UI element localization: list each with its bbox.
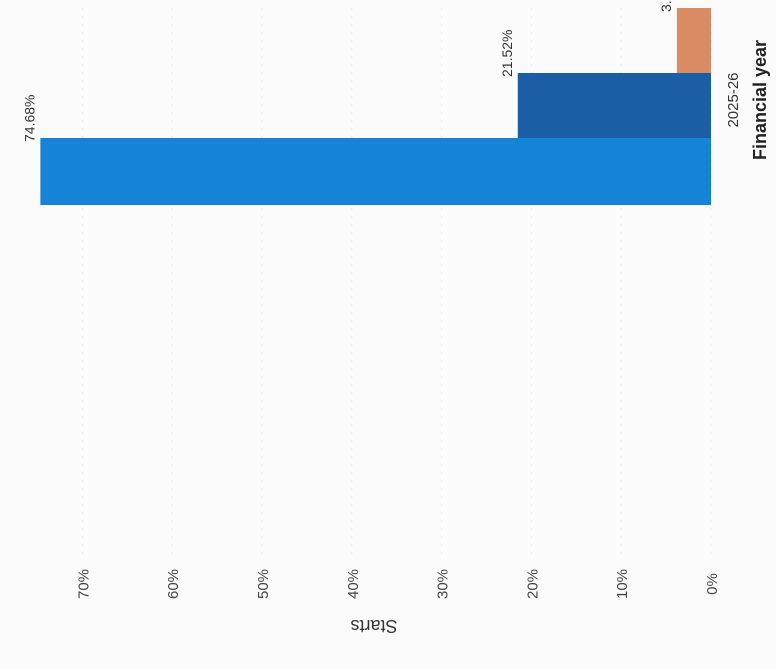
bars [40,8,712,205]
y-tick-label: 2025-26 [725,72,742,127]
data-labels: 74.68% 21.52% 3.80% [21,0,674,142]
x-tick-label: 60% [165,569,182,599]
bar-segment [40,138,712,205]
y-axis-title: Financial year [750,40,770,160]
bar-segment [676,8,711,73]
x-tick-label: 20% [524,569,541,599]
bar-segment [517,73,711,138]
x-tick-label: 30% [435,569,452,599]
data-label: 21.52% [499,30,515,77]
data-label: 3.80% [658,0,674,12]
x-tick-label: 10% [614,569,631,599]
x-tick-label: 0% [704,573,721,595]
x-tick-label: 40% [345,569,362,599]
x-tick-label: 50% [255,569,272,599]
x-tick-labels: 0% 10% 20% 30% 40% 50% 60% 70% 2025-26 [75,72,742,599]
x-tick-label: 70% [75,569,92,599]
x-axis-title: Starts [350,616,397,636]
data-label: 74.68% [21,95,37,142]
